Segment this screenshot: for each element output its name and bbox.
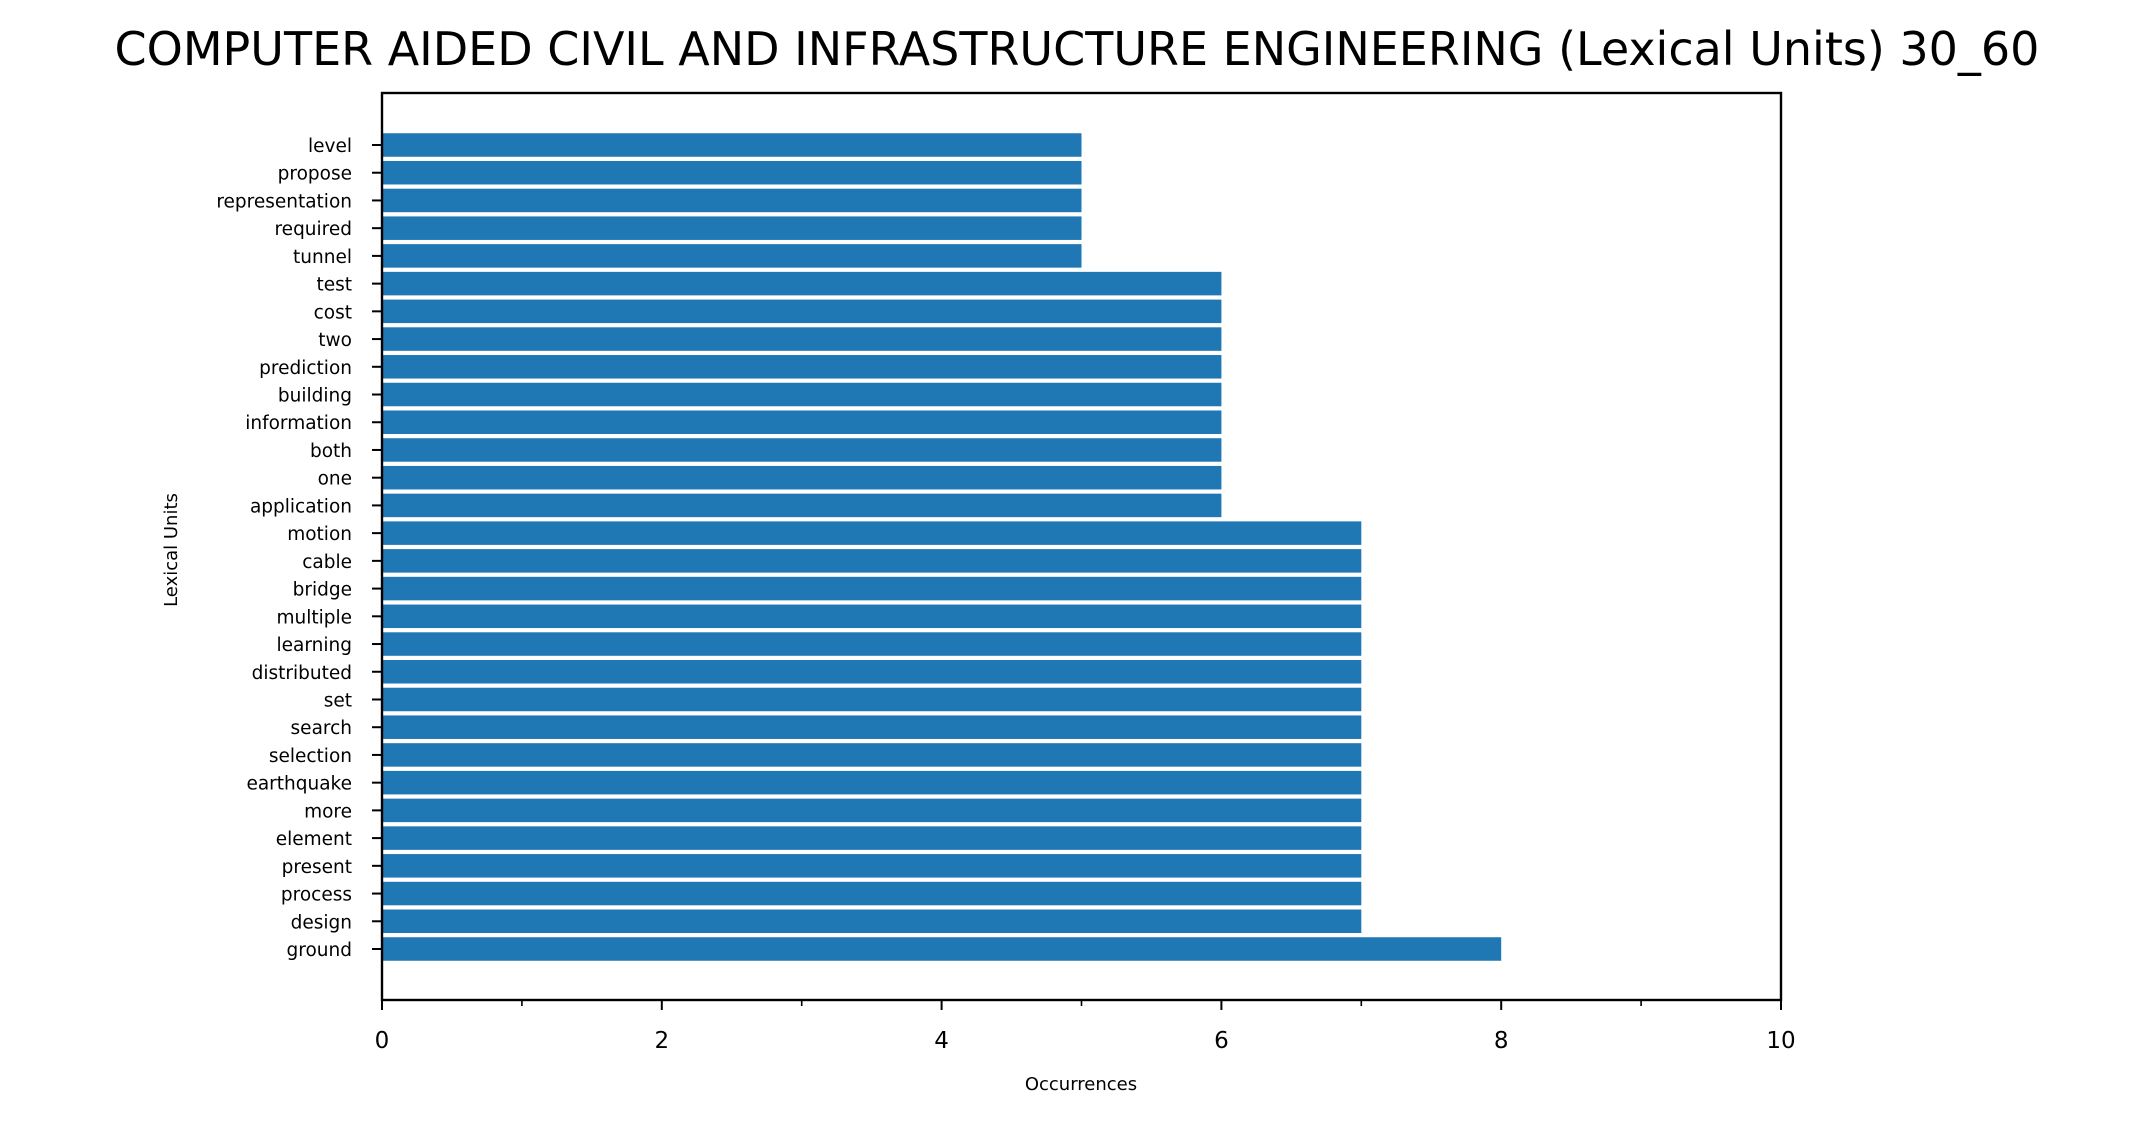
- y-tick-label-earthquake: earthquake: [246, 774, 352, 795]
- y-tick-label-both: both: [310, 441, 352, 462]
- y-tick-label-ground: ground: [287, 940, 352, 961]
- y-tick-label-more: more: [304, 801, 352, 822]
- y-tick-label-multiple: multiple: [276, 607, 352, 628]
- bar-level: [382, 133, 1082, 157]
- y-tick-label-bridge: bridge: [293, 580, 352, 601]
- y-tick-label-application: application: [250, 496, 352, 517]
- x-tick-label-0: 0: [375, 1028, 390, 1054]
- y-tick-label-propose: propose: [278, 164, 352, 185]
- y-tick-label-cost: cost: [314, 302, 352, 323]
- y-tick-label-level: level: [308, 136, 352, 157]
- plot-frame: [380, 91, 1783, 1002]
- bar-propose: [382, 160, 1082, 185]
- bar-process: [382, 881, 1362, 906]
- bar-learning: [382, 632, 1362, 656]
- x-tick-label-4: 4: [934, 1028, 949, 1054]
- bar-both: [382, 438, 1222, 462]
- y-tick-label-test: test: [316, 275, 352, 296]
- bar-cost: [382, 299, 1222, 324]
- bar-multiple: [382, 604, 1362, 629]
- bar-required: [382, 216, 1082, 240]
- y-axis-ticks: ground design process present element more ear…: [216, 136, 382, 961]
- y-tick-label-design: design: [291, 912, 352, 933]
- bar-present: [382, 854, 1362, 878]
- bar-application: [382, 493, 1222, 518]
- y-tick-label-learning: learning: [277, 635, 352, 656]
- bar-selection: [382, 743, 1362, 767]
- chart-title: COMPUTER AIDED CIVIL AND INFRASTRUCTURE …: [115, 22, 2040, 76]
- bar-element: [382, 826, 1362, 850]
- bar-two: [382, 327, 1222, 351]
- bar-one: [382, 465, 1222, 490]
- y-tick-label-present: present: [282, 857, 352, 878]
- bar-distributed: [382, 660, 1362, 684]
- x-tick-label-2: 2: [654, 1028, 669, 1054]
- x-tick-label-6: 6: [1214, 1028, 1229, 1054]
- y-tick-label-motion: motion: [287, 524, 352, 545]
- bar-search: [382, 715, 1362, 739]
- bar-tunnel: [382, 244, 1082, 268]
- y-tick-label-building: building: [278, 386, 352, 407]
- bar-motion: [382, 521, 1362, 545]
- y-tick-label-representation: representation: [216, 191, 352, 212]
- y-tick-label-cable: cable: [302, 552, 352, 573]
- y-tick-label-distributed: distributed: [252, 663, 352, 684]
- bar-test: [382, 271, 1222, 296]
- y-tick-label-two: two: [318, 330, 352, 351]
- bar-prediction: [382, 355, 1222, 379]
- y-tick-label-element: element: [276, 829, 352, 850]
- bar-information: [382, 410, 1222, 434]
- bar-earthquake: [382, 770, 1362, 795]
- bar-representation: [382, 188, 1082, 213]
- y-tick-label-selection: selection: [269, 746, 352, 767]
- bars-group: [382, 133, 1502, 961]
- bar-cable: [382, 549, 1362, 573]
- y-tick-label-required: required: [274, 219, 352, 240]
- x-tick-label-10: 10: [1766, 1028, 1795, 1054]
- y-tick-label-process: process: [281, 885, 352, 906]
- x-axis-ticks: 0 2 4 6 8 10: [375, 1000, 1796, 1054]
- x-axis-label: Occurrences: [1025, 1074, 1137, 1095]
- x-tick-label-8: 8: [1494, 1028, 1509, 1054]
- y-tick-label-set: set: [324, 690, 352, 711]
- y-tick-label-search: search: [291, 718, 352, 739]
- bar-more: [382, 798, 1362, 823]
- y-tick-label-tunnel: tunnel: [293, 247, 352, 268]
- bar-bridge: [382, 576, 1362, 601]
- bar-set: [382, 687, 1362, 712]
- y-tick-label-information: information: [245, 413, 352, 434]
- y-tick-label-one: one: [318, 469, 352, 490]
- bar-building: [382, 382, 1222, 407]
- bar-ground: [382, 937, 1502, 961]
- bar-design: [382, 909, 1362, 934]
- y-tick-label-prediction: prediction: [259, 358, 352, 379]
- y-axis-label: Lexical Units: [161, 493, 182, 607]
